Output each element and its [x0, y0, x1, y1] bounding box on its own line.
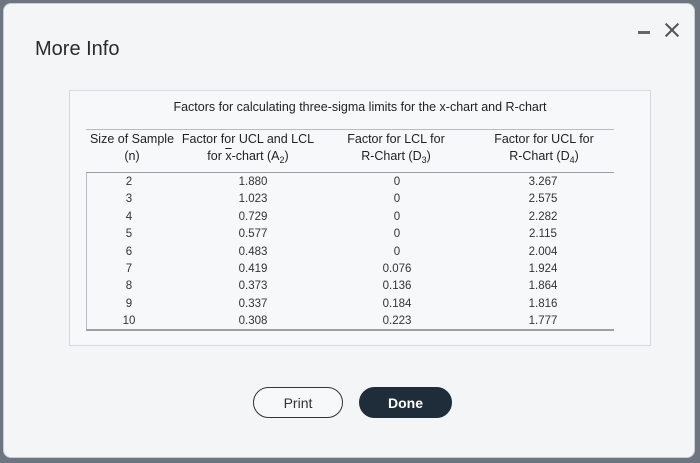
window-controls [638, 22, 680, 38]
table-cell-a2: 0.729 [238, 210, 268, 223]
table-cell-a2: 0.419 [238, 262, 268, 275]
table-cell-d4: 2.575 [528, 193, 558, 206]
header-n-line2: (n) [124, 149, 140, 163]
header-divider [86, 172, 614, 173]
column-d4: 3.267 2.575 2.282 2.115 2.004 1.924 1.864 1.816… [518, 174, 568, 331]
table-cell-a2: 0.577 [238, 228, 268, 241]
table-cell-a2: 1.023 [238, 193, 268, 206]
column-d3: 0 0 0 0 0 0.076 0.136 0.184 0.223 [372, 174, 422, 331]
sample-column-divider [86, 173, 87, 329]
table-caption: Factors for calculating three-sigma limi… [70, 100, 650, 114]
table-cell-d3: 0 [393, 176, 401, 188]
close-icon[interactable] [664, 22, 680, 38]
header-a2-line1: Factor for UCL and LCL [181, 132, 315, 146]
table-cell-d3: 0 [393, 228, 401, 241]
table-cell-d3: 0.223 [382, 315, 412, 328]
header-n-line1: Size of Sample [89, 132, 175, 146]
column-a2: 1.880 1.023 0.729 0.577 0.483 0.419 0.373 0.337… [228, 174, 278, 331]
table-cell-n: 10 [122, 315, 136, 328]
table-cell-d3: 0 [393, 245, 401, 258]
header-d4-line1: Factor for UCL for [494, 132, 594, 146]
table-cell-a2: 1.880 [238, 176, 268, 188]
caption-divider [86, 129, 614, 130]
table-cell-d3: 0.136 [382, 280, 412, 293]
table-cell-d3: 0 [393, 210, 401, 223]
header-a2-line2: for x-chart (A2) [207, 149, 289, 165]
table-cell-d4: 1.777 [528, 315, 558, 328]
table-cell-n: 5 [125, 228, 133, 241]
header-sample-size: Size of Sample (n) [84, 131, 180, 165]
minimize-icon[interactable] [638, 30, 650, 34]
table-cell-d4: 3.267 [528, 176, 558, 188]
header-d3-line1: Factor for LCL for [347, 132, 445, 146]
table-cell-n: 2 [125, 176, 133, 188]
table-cell-n: 4 [125, 210, 133, 223]
caption-text: Factors for calculating three-sigma limi… [173, 100, 547, 114]
table-cell-n: 7 [125, 262, 133, 275]
table-cell-d3: 0 [393, 193, 401, 206]
factors-table-panel: Factors for calculating three-sigma limi… [69, 90, 651, 346]
header-a2: Factor for UCL and LCL for x-chart (A2) [176, 131, 320, 169]
table-cell-n: 9 [125, 297, 133, 310]
print-button[interactable]: Print [253, 387, 343, 418]
column-sample-size: 2 3 4 5 6 7 8 9 10 [117, 174, 141, 331]
dialog-title: More Info [35, 38, 120, 60]
table-cell-d3: 0.076 [382, 262, 412, 275]
table-cell-n: 6 [125, 245, 133, 258]
table-cell-d4: 1.816 [528, 297, 558, 310]
header-d3: Factor for LCL for R-Chart (D3) [332, 131, 460, 169]
table-cell-n: 8 [125, 280, 133, 293]
table-bottom-rule [86, 329, 614, 331]
more-info-dialog: More Info Factors for calculating three-… [3, 3, 695, 458]
table-cell-d4: 1.924 [528, 262, 558, 275]
table-cell-a2: 0.483 [238, 245, 268, 258]
table-cell-d4: 2.004 [528, 245, 558, 258]
header-d4: Factor for UCL for R-Chart (D4) [480, 131, 608, 169]
table-cell-n: 3 [125, 193, 133, 206]
table-cell-d4: 1.864 [528, 280, 558, 293]
table-cell-a2: 0.373 [238, 280, 268, 293]
header-d4-line2: R-Chart (D4) [509, 149, 579, 165]
header-d3-line2: R-Chart (D3) [361, 149, 431, 165]
done-button[interactable]: Done [359, 387, 452, 418]
table-cell-d4: 2.115 [529, 228, 557, 241]
table-cell-a2: 0.308 [238, 315, 268, 328]
table-cell-d3: 0.184 [382, 297, 412, 310]
table-cell-a2: 0.337 [238, 297, 268, 310]
table-cell-d4: 2.282 [528, 210, 558, 223]
